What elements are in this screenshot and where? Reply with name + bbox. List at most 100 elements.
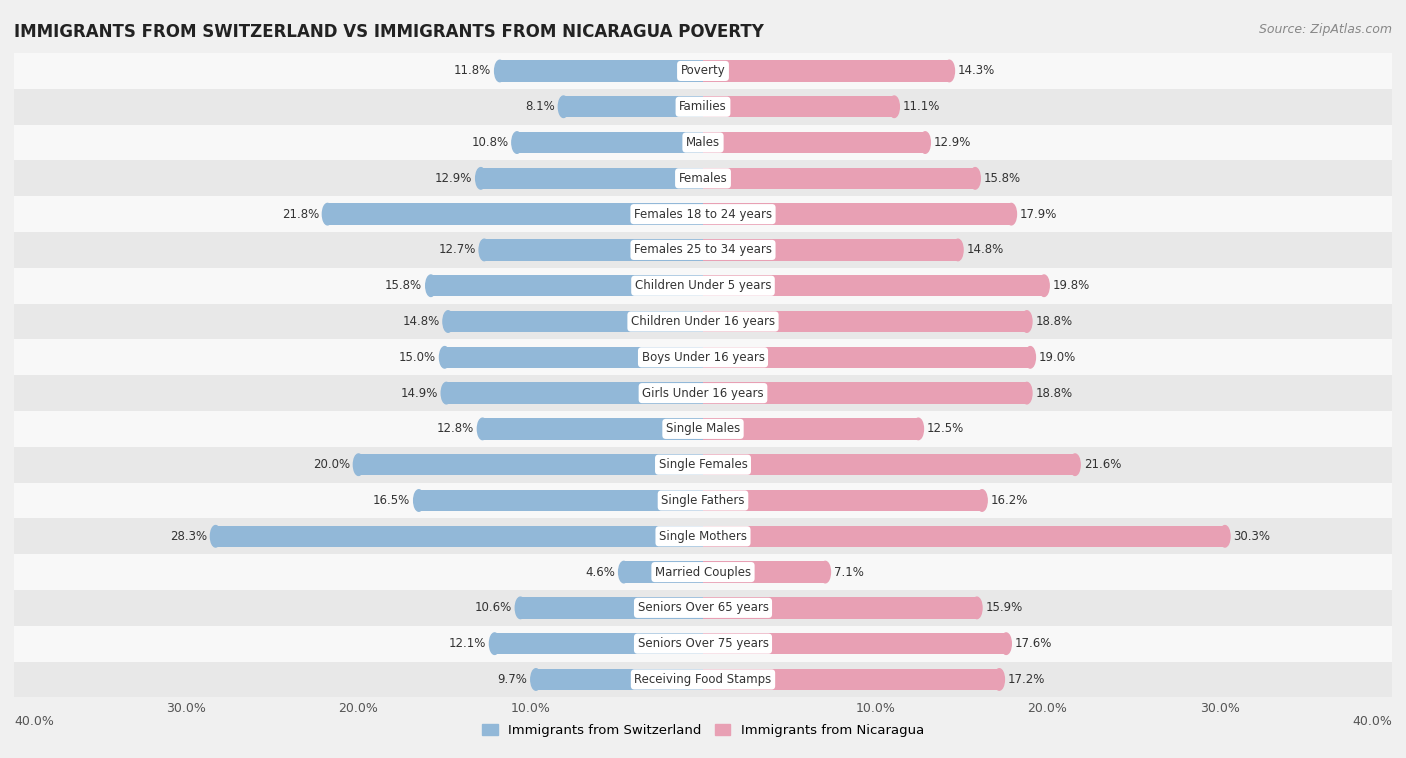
Text: Females 25 to 34 years: Females 25 to 34 years xyxy=(634,243,772,256)
Circle shape xyxy=(515,597,526,619)
Bar xyxy=(359,454,703,475)
Text: Boys Under 16 years: Boys Under 16 years xyxy=(641,351,765,364)
Bar xyxy=(419,490,703,511)
Text: 14.9%: 14.9% xyxy=(401,387,437,399)
Text: Single Females: Single Females xyxy=(658,458,748,471)
Text: Children Under 5 years: Children Under 5 years xyxy=(634,279,772,293)
Bar xyxy=(703,597,977,619)
Bar xyxy=(14,411,1392,446)
Circle shape xyxy=(994,669,1004,691)
Text: Single Mothers: Single Mothers xyxy=(659,530,747,543)
Bar xyxy=(517,132,703,153)
Text: 21.8%: 21.8% xyxy=(281,208,319,221)
Bar xyxy=(14,53,1392,89)
Circle shape xyxy=(479,240,489,261)
Bar xyxy=(14,375,1392,411)
Text: 10.8%: 10.8% xyxy=(471,136,509,149)
Bar xyxy=(703,96,894,117)
Bar xyxy=(14,268,1392,304)
Circle shape xyxy=(353,454,364,475)
Circle shape xyxy=(426,275,436,296)
Text: IMMIGRANTS FROM SWITZERLAND VS IMMIGRANTS FROM NICARAGUA POVERTY: IMMIGRANTS FROM SWITZERLAND VS IMMIGRANT… xyxy=(14,23,763,41)
Bar xyxy=(520,597,703,619)
Bar xyxy=(703,490,981,511)
Bar xyxy=(430,275,703,296)
Bar xyxy=(14,124,1392,161)
Text: 40.0%: 40.0% xyxy=(14,716,53,728)
Circle shape xyxy=(953,240,963,261)
Text: Single Fathers: Single Fathers xyxy=(661,494,745,507)
Circle shape xyxy=(920,132,931,153)
Bar xyxy=(14,196,1392,232)
Text: 17.9%: 17.9% xyxy=(1019,208,1057,221)
Text: Receiving Food Stamps: Receiving Food Stamps xyxy=(634,673,772,686)
Text: 12.7%: 12.7% xyxy=(439,243,475,256)
Circle shape xyxy=(912,418,924,440)
Text: Families: Families xyxy=(679,100,727,113)
Circle shape xyxy=(475,168,486,189)
Circle shape xyxy=(478,418,488,440)
Text: 17.2%: 17.2% xyxy=(1008,673,1045,686)
Circle shape xyxy=(820,562,831,583)
Bar xyxy=(703,203,1011,225)
Text: 12.5%: 12.5% xyxy=(927,422,965,435)
Bar xyxy=(703,168,976,189)
Bar xyxy=(703,562,825,583)
Text: 14.3%: 14.3% xyxy=(957,64,995,77)
Circle shape xyxy=(1001,633,1011,654)
Bar xyxy=(564,96,703,117)
Text: 9.7%: 9.7% xyxy=(498,673,527,686)
Bar xyxy=(703,60,949,82)
Text: 28.3%: 28.3% xyxy=(170,530,207,543)
Text: 8.1%: 8.1% xyxy=(524,100,555,113)
Bar xyxy=(482,418,703,440)
Circle shape xyxy=(1219,525,1230,547)
Bar xyxy=(536,669,703,691)
Circle shape xyxy=(441,382,451,404)
Legend: Immigrants from Switzerland, Immigrants from Nicaragua: Immigrants from Switzerland, Immigrants … xyxy=(477,719,929,742)
Text: Source: ZipAtlas.com: Source: ZipAtlas.com xyxy=(1258,23,1392,36)
Circle shape xyxy=(889,96,900,117)
Bar xyxy=(703,240,957,261)
Bar xyxy=(481,168,703,189)
Text: 15.8%: 15.8% xyxy=(984,172,1021,185)
Text: 4.6%: 4.6% xyxy=(585,565,616,578)
Text: 21.6%: 21.6% xyxy=(1084,458,1121,471)
Circle shape xyxy=(1070,454,1080,475)
Bar xyxy=(484,240,703,261)
Circle shape xyxy=(211,525,221,547)
Circle shape xyxy=(619,562,628,583)
Text: 11.8%: 11.8% xyxy=(454,64,491,77)
Bar xyxy=(14,304,1392,340)
Circle shape xyxy=(440,346,450,368)
Circle shape xyxy=(1022,311,1032,332)
Bar xyxy=(14,554,1392,590)
Text: 18.8%: 18.8% xyxy=(1035,315,1073,328)
Bar xyxy=(624,562,703,583)
Text: 12.9%: 12.9% xyxy=(434,172,472,185)
Bar xyxy=(14,89,1392,124)
Text: 16.5%: 16.5% xyxy=(373,494,411,507)
Text: 11.1%: 11.1% xyxy=(903,100,941,113)
Circle shape xyxy=(972,597,981,619)
Circle shape xyxy=(945,60,955,82)
Circle shape xyxy=(512,132,522,153)
Text: 17.6%: 17.6% xyxy=(1015,637,1052,650)
Text: 14.8%: 14.8% xyxy=(402,315,440,328)
Text: 14.8%: 14.8% xyxy=(966,243,1004,256)
Bar xyxy=(215,525,703,547)
Text: Poverty: Poverty xyxy=(681,64,725,77)
Bar xyxy=(14,483,1392,518)
Bar xyxy=(14,161,1392,196)
Bar xyxy=(499,60,703,82)
Bar xyxy=(328,203,703,225)
Circle shape xyxy=(322,203,333,225)
Text: Seniors Over 75 years: Seniors Over 75 years xyxy=(637,637,769,650)
Text: 19.0%: 19.0% xyxy=(1039,351,1076,364)
Text: 40.0%: 40.0% xyxy=(1353,716,1392,728)
Circle shape xyxy=(558,96,568,117)
Text: 30.3%: 30.3% xyxy=(1233,530,1271,543)
Bar xyxy=(14,232,1392,268)
Text: 7.1%: 7.1% xyxy=(834,565,863,578)
Bar xyxy=(703,669,1000,691)
